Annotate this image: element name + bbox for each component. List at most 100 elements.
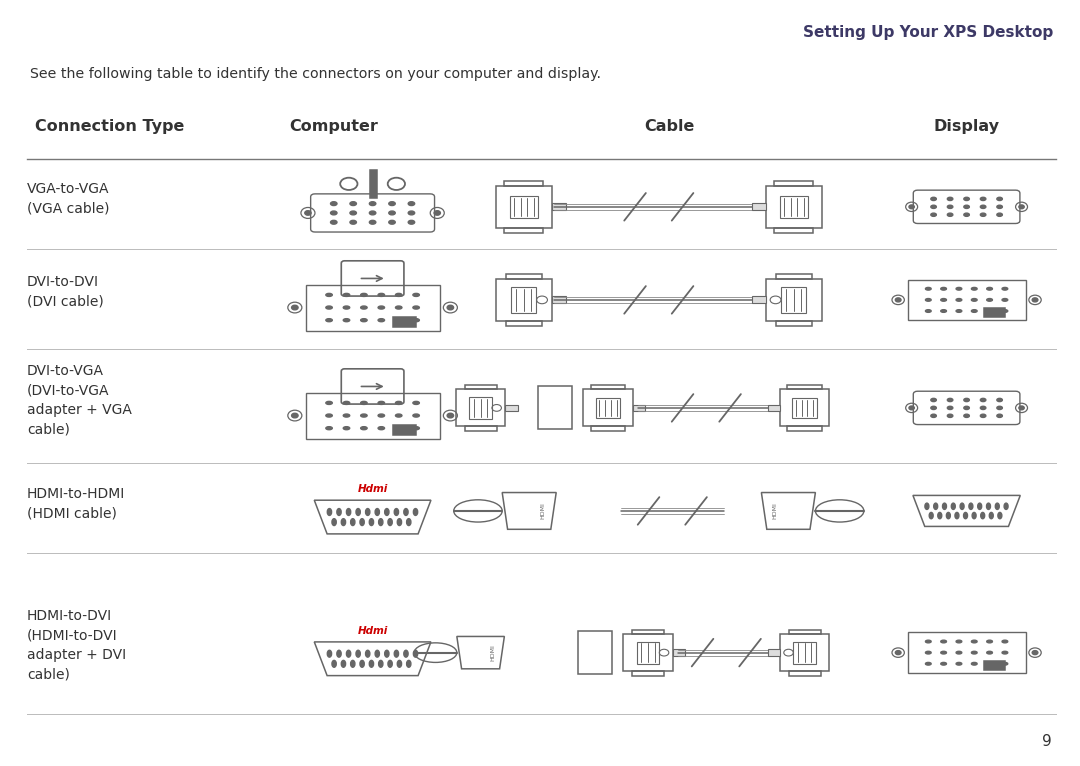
Bar [538, 387, 572, 430]
Text: HDMI: HDMI [540, 502, 545, 519]
Ellipse shape [384, 509, 389, 516]
Ellipse shape [1032, 298, 1038, 302]
Ellipse shape [956, 651, 962, 654]
Ellipse shape [350, 221, 356, 224]
Ellipse shape [341, 519, 346, 525]
Bar [673, 650, 685, 656]
Ellipse shape [351, 519, 355, 525]
Bar [504, 181, 543, 186]
Ellipse shape [326, 401, 333, 404]
Ellipse shape [330, 221, 337, 224]
Bar [793, 398, 816, 417]
Ellipse shape [971, 640, 977, 643]
Ellipse shape [343, 427, 350, 430]
Ellipse shape [360, 519, 364, 525]
Ellipse shape [960, 503, 964, 509]
Ellipse shape [343, 319, 350, 322]
Ellipse shape [943, 503, 946, 509]
Ellipse shape [395, 306, 402, 309]
Ellipse shape [997, 406, 1002, 410]
Ellipse shape [395, 319, 402, 322]
Ellipse shape [996, 503, 999, 509]
Ellipse shape [341, 660, 346, 667]
Ellipse shape [956, 287, 962, 290]
Ellipse shape [397, 660, 402, 667]
Ellipse shape [924, 503, 929, 509]
Bar [591, 427, 625, 431]
Bar [768, 650, 780, 656]
Ellipse shape [406, 519, 410, 525]
Ellipse shape [931, 198, 936, 201]
Ellipse shape [997, 398, 1002, 401]
Ellipse shape [971, 309, 977, 313]
Ellipse shape [378, 306, 384, 309]
Ellipse shape [408, 211, 415, 215]
Bar [591, 385, 625, 389]
Ellipse shape [378, 319, 384, 322]
Ellipse shape [388, 519, 392, 525]
Ellipse shape [326, 414, 333, 417]
Ellipse shape [408, 201, 415, 205]
Ellipse shape [997, 414, 1002, 417]
Ellipse shape [326, 306, 333, 309]
Ellipse shape [388, 660, 392, 667]
Ellipse shape [395, 414, 402, 417]
Ellipse shape [395, 293, 402, 296]
Bar [596, 398, 620, 417]
Ellipse shape [1004, 503, 1008, 509]
Ellipse shape [981, 512, 985, 519]
Ellipse shape [987, 663, 993, 665]
Ellipse shape [378, 414, 384, 417]
Ellipse shape [895, 298, 901, 302]
Ellipse shape [361, 306, 367, 309]
Bar [775, 321, 812, 326]
Ellipse shape [413, 306, 419, 309]
Ellipse shape [406, 660, 410, 667]
Ellipse shape [369, 660, 374, 667]
Ellipse shape [941, 309, 946, 313]
Ellipse shape [951, 503, 956, 509]
Ellipse shape [941, 287, 946, 290]
Ellipse shape [337, 509, 341, 516]
Ellipse shape [369, 211, 376, 215]
Ellipse shape [413, 427, 419, 430]
Bar [984, 308, 1004, 317]
Ellipse shape [343, 293, 350, 296]
Ellipse shape [926, 640, 931, 643]
Bar [583, 389, 633, 427]
Ellipse shape [963, 398, 970, 401]
Ellipse shape [947, 398, 953, 401]
Ellipse shape [330, 201, 337, 205]
Bar [496, 279, 552, 321]
Ellipse shape [1002, 663, 1008, 665]
Text: VGA-to-VGA
(VGA cable): VGA-to-VGA (VGA cable) [27, 182, 109, 216]
Bar [470, 397, 491, 419]
Ellipse shape [941, 663, 946, 665]
Ellipse shape [986, 503, 990, 509]
Text: Setting Up Your XPS Desktop: Setting Up Your XPS Desktop [802, 25, 1053, 40]
Ellipse shape [379, 660, 383, 667]
Ellipse shape [404, 650, 408, 657]
Ellipse shape [1002, 309, 1008, 313]
Ellipse shape [909, 205, 915, 208]
Bar [393, 317, 416, 327]
Ellipse shape [981, 213, 986, 216]
Text: HDMI-to-HDMI
(HDMI cable): HDMI-to-HDMI (HDMI cable) [27, 486, 125, 520]
Text: HDMI-to-DVI
(HDMI-to-DVI
adapter + DVI
cable): HDMI-to-DVI (HDMI-to-DVI adapter + DVI c… [27, 609, 126, 681]
Text: HDMI: HDMI [490, 644, 495, 661]
Ellipse shape [343, 414, 350, 417]
Ellipse shape [447, 414, 454, 418]
Bar [496, 186, 552, 228]
Ellipse shape [987, 299, 993, 301]
Bar [768, 404, 780, 411]
Ellipse shape [987, 309, 993, 313]
Ellipse shape [987, 287, 993, 290]
Ellipse shape [929, 512, 933, 519]
Ellipse shape [369, 201, 376, 205]
Ellipse shape [356, 509, 361, 516]
Ellipse shape [1002, 299, 1008, 301]
Bar [505, 273, 542, 279]
Bar [632, 630, 664, 634]
Bar [370, 170, 377, 198]
Ellipse shape [361, 414, 367, 417]
